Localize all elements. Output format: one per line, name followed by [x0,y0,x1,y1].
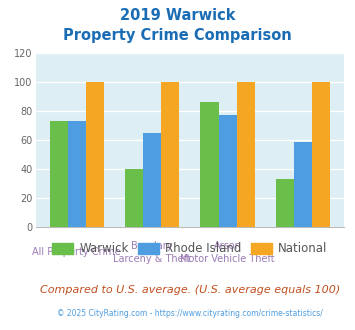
Bar [161,82,179,227]
Bar [237,82,255,227]
Bar [50,121,68,227]
Text: All Property Crime: All Property Crime [32,247,121,257]
Bar [201,102,219,227]
Bar [86,82,104,227]
Bar [125,169,143,227]
Text: Motor Vehicle Theft: Motor Vehicle Theft [180,254,275,264]
Bar [143,133,161,227]
Bar [219,115,237,227]
Bar [312,82,330,227]
Text: Arson: Arson [214,241,242,251]
Text: Larceny & Theft: Larceny & Theft [113,254,191,264]
Bar [68,121,86,227]
Bar [294,142,312,227]
Text: Burglary: Burglary [131,241,173,251]
Text: Compared to U.S. average. (U.S. average equals 100): Compared to U.S. average. (U.S. average … [40,284,340,295]
Legend: Warwick, Rhode Island, National: Warwick, Rhode Island, National [48,238,332,260]
Bar [276,180,294,227]
Text: 2019 Warwick: 2019 Warwick [120,8,235,23]
Text: Property Crime Comparison: Property Crime Comparison [63,28,292,43]
Text: © 2025 CityRating.com - https://www.cityrating.com/crime-statistics/: © 2025 CityRating.com - https://www.city… [57,310,323,318]
